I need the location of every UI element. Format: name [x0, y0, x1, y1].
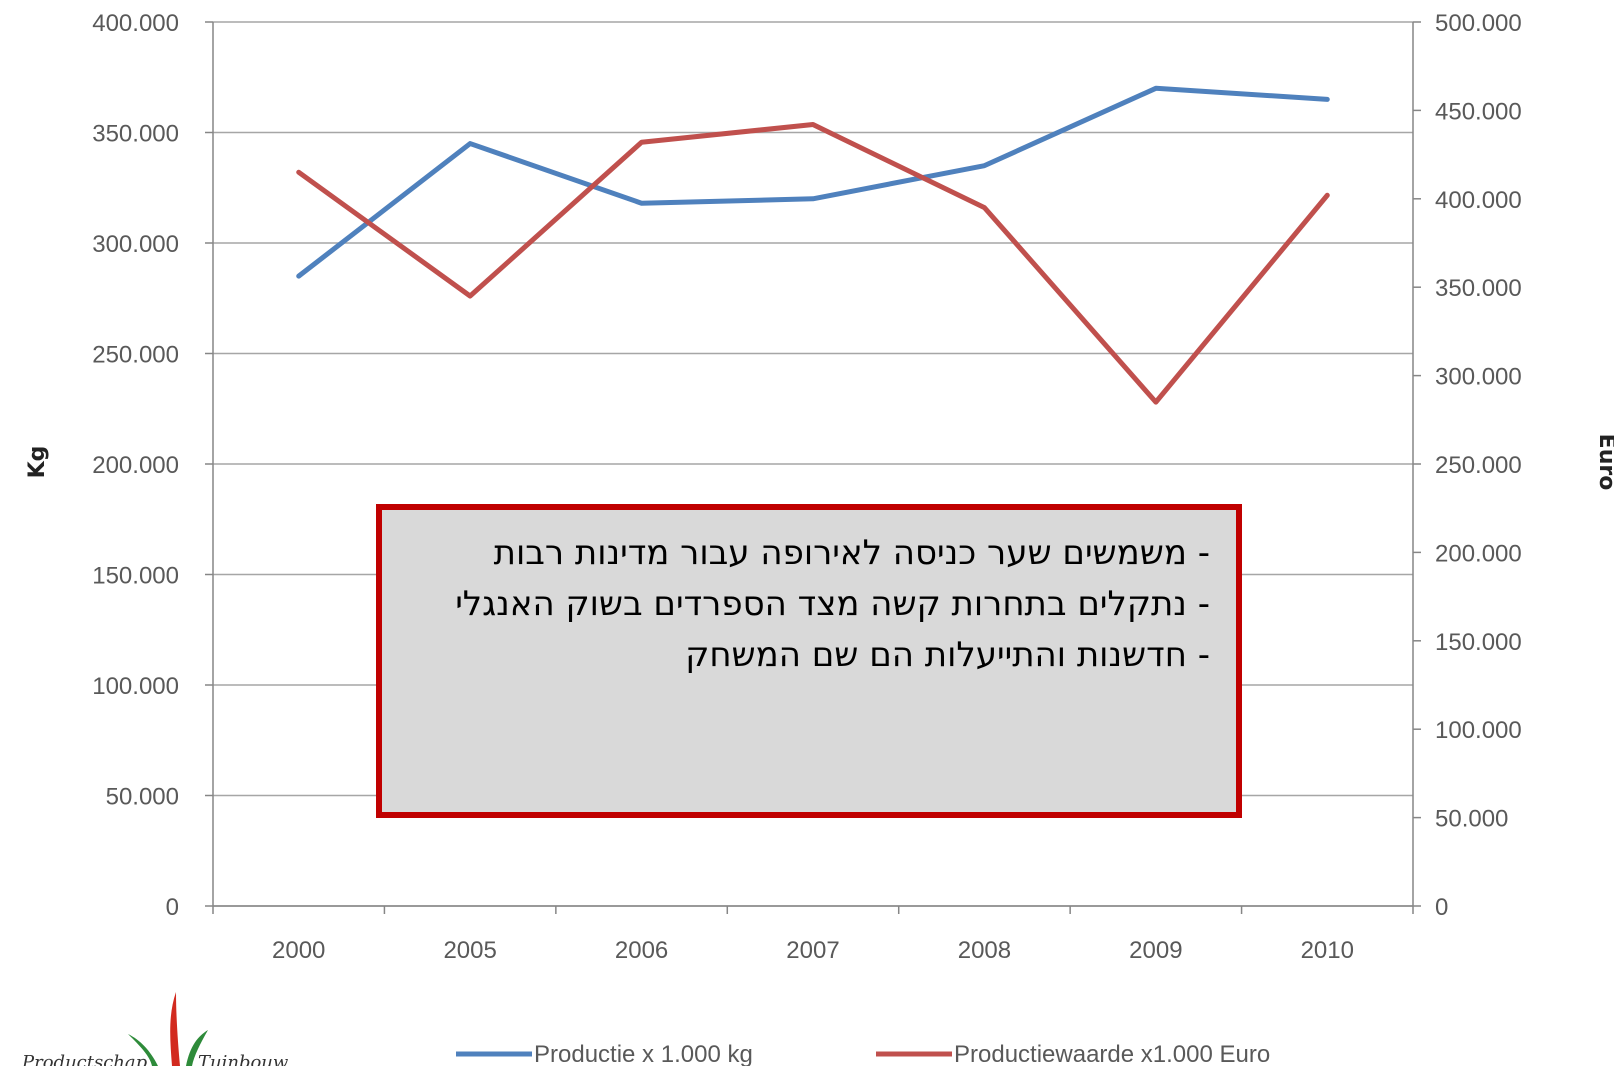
left-tick-label: 250.000 [92, 342, 179, 369]
data-point-series-1 [469, 143, 471, 145]
data-point-series-2 [1155, 401, 1157, 403]
right-tick-label: 0 [1435, 894, 1448, 921]
legend-label-value: Productiewaarde x1.000 Euro [954, 1041, 1270, 1066]
left-tick-label: 200.000 [92, 452, 179, 479]
x-tick-label: 2000 [272, 937, 325, 964]
data-point-series-1 [298, 275, 300, 277]
left-tick-label: 100.000 [92, 673, 179, 700]
series-line-1 [296, 85, 1330, 279]
data-point-series-1 [983, 165, 985, 167]
annotation-line-1: - משמשים שער כניסה לאירופה עבור מדינות ר… [493, 533, 1210, 573]
logo-right-text: Tuinbouw [198, 1052, 289, 1066]
right-tick-label: 200.000 [1435, 540, 1522, 567]
x-tick-label: 2006 [615, 937, 668, 964]
logo: Productschap Tuinbouw [21, 992, 289, 1066]
right-tick-label: 400.000 [1435, 187, 1522, 214]
data-point-series-2 [641, 141, 643, 143]
logo-leaf-right [186, 1030, 208, 1066]
x-tick-label: 2005 [443, 937, 496, 964]
x-tick-label: 2008 [958, 937, 1011, 964]
right-tick-label: 250.000 [1435, 452, 1522, 479]
right-tick-label: 50.000 [1435, 806, 1508, 833]
annotation-line-3: - חדשנות והתייעלות הם שם המשחק [685, 635, 1210, 675]
right-tick-label: 300.000 [1435, 364, 1522, 391]
series-line-2 [296, 122, 1330, 405]
left-tick-label: 350.000 [92, 121, 179, 148]
left-axis-title: Kg [25, 446, 50, 479]
x-tick-label: 2009 [1129, 937, 1182, 964]
legend: Productie x 1.000 kg Productiewaarde x1.… [456, 1041, 1270, 1066]
data-point-series-2 [298, 171, 300, 173]
right-tick-label: 100.000 [1435, 717, 1522, 744]
left-tick-label: 0 [166, 894, 179, 921]
data-point-series-2 [469, 295, 471, 297]
left-tick-label: 300.000 [92, 231, 179, 258]
left-tick-label: 400.000 [92, 10, 179, 37]
series-lines [296, 85, 1330, 405]
data-point-series-1 [1326, 98, 1328, 100]
right-axis-title: Euro [1594, 434, 1614, 491]
left-tick-label: 50.000 [106, 784, 179, 811]
logo-left-text: Productschap [21, 1052, 148, 1066]
data-point-series-1 [641, 202, 643, 204]
right-tick-label: 500.000 [1435, 10, 1522, 37]
legend-label-production: Productie x 1.000 kg [534, 1041, 753, 1066]
x-tick-label: 2007 [786, 937, 839, 964]
logo-leaf-center [170, 992, 180, 1066]
annotation-box: - משמשים שער כניסה לאירופה עבור מדינות ר… [376, 504, 1242, 818]
x-tick-label: 2010 [1301, 937, 1354, 964]
left-tick-label: 150.000 [92, 563, 179, 590]
data-point-series-2 [983, 207, 985, 209]
axes: 0 50.000 100.000 150.000 200.000 250.000 300.0… [92, 10, 1522, 964]
logo-leaf-left [128, 1034, 158, 1066]
data-point-series-2 [812, 124, 814, 126]
right-tick-label: 150.000 [1435, 629, 1522, 656]
annotation-line-2: - נתקלים בתחרות קשה מצד הספרדים בשוק האנ… [455, 584, 1210, 624]
data-point-series-2 [1326, 194, 1328, 196]
right-tick-label: 450.000 [1435, 98, 1522, 125]
right-tick-label: 350.000 [1435, 275, 1522, 302]
data-point-series-1 [812, 198, 814, 200]
data-point-series-1 [1155, 87, 1157, 89]
